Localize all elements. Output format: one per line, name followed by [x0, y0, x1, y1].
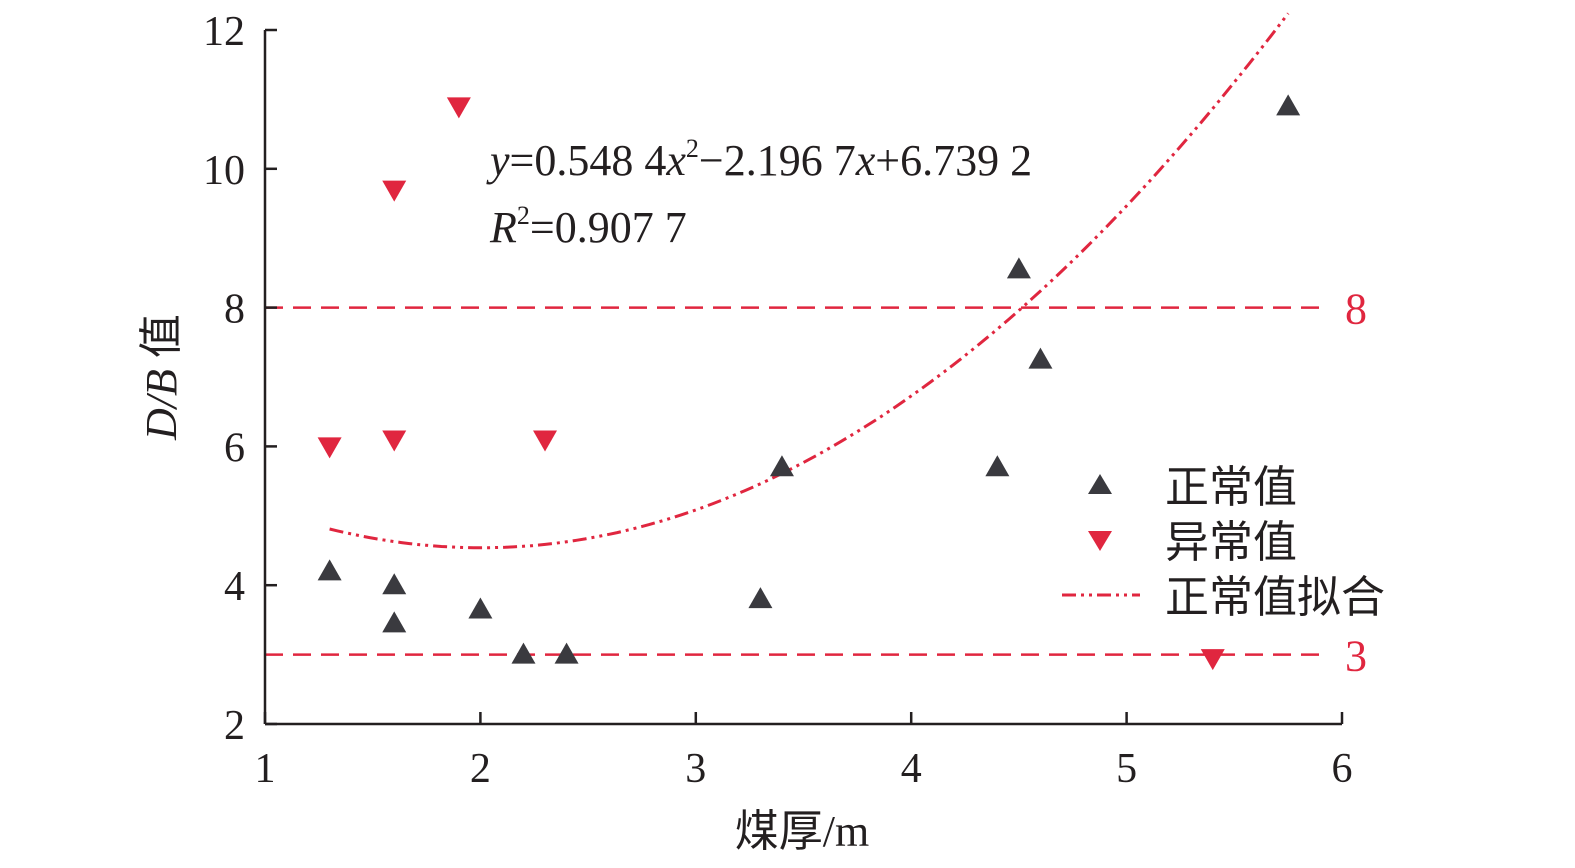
normal-point — [769, 455, 794, 477]
normal-point — [317, 559, 342, 581]
normal-point — [382, 573, 407, 595]
eq-part3: +6.739 2 — [875, 136, 1032, 185]
legend-label-abnormal: 异常值 — [1165, 518, 1297, 567]
normal-point — [382, 611, 407, 633]
eq-part1: =0.548 4 — [510, 136, 667, 185]
normal-point — [554, 642, 579, 664]
abnormal-point — [446, 97, 471, 119]
fit-curve — [329, 12, 1290, 550]
y-axis-title: D/B 值 — [137, 314, 186, 441]
legend-marker-abnormal — [1088, 531, 1112, 551]
y-tick-label: 6 — [224, 425, 245, 471]
abnormal-point — [1200, 649, 1225, 671]
x-tick-label: 6 — [1332, 746, 1353, 792]
x-tick-label: 2 — [470, 746, 491, 792]
normal-point — [1276, 94, 1301, 116]
normal-point — [1028, 347, 1053, 369]
x-axis-title: 煤厚/m — [735, 807, 869, 856]
abnormal-point — [382, 430, 407, 452]
x-tick-label: 3 — [685, 746, 706, 792]
reference-line-label: 3 — [1345, 632, 1367, 681]
y-tick-label: 4 — [224, 564, 245, 610]
normal-point — [1006, 257, 1031, 279]
normal-point — [985, 455, 1010, 477]
y-axis-title-italic: D/B — [137, 369, 186, 441]
eq-y: y — [486, 136, 510, 185]
y-tick-label: 8 — [224, 287, 245, 333]
legend-label-fit: 正常值拟合 — [1165, 573, 1385, 622]
eq-x1: x — [665, 136, 686, 185]
abnormal-point — [382, 180, 407, 202]
r-squared: R2=0.907 7 — [489, 201, 687, 252]
legend: 正常值 异常值 正常值拟合 — [1062, 463, 1385, 622]
reference-line-label: 8 — [1345, 285, 1367, 334]
x-tick-label: 1 — [255, 746, 276, 792]
abnormal-point — [533, 430, 558, 452]
fit-equation: y=0.548 4x2−2.196 7x+6.739 2 — [486, 134, 1032, 185]
r2-value: =0.907 7 — [530, 203, 687, 252]
eq-x2: x — [855, 136, 876, 185]
y-tick-label: 2 — [224, 703, 245, 749]
legend-marker-normal — [1088, 474, 1112, 494]
eq-sup: 2 — [686, 134, 699, 163]
normal-point — [511, 642, 536, 664]
normal-point — [748, 587, 773, 609]
y-tick-label: 12 — [203, 9, 245, 55]
x-ticks: 1 2 3 4 5 6 — [255, 712, 1353, 792]
x-tick-label: 5 — [1116, 746, 1137, 792]
points-layer — [317, 94, 1301, 671]
r2-sup: 2 — [517, 201, 530, 230]
reference-lines: 83 — [265, 285, 1367, 681]
y-ticks: 2 4 6 8 10 12 — [203, 9, 277, 749]
normal-point — [468, 597, 493, 619]
abnormal-point — [317, 437, 342, 459]
fit-layer — [329, 12, 1290, 550]
r2-R: R — [489, 203, 517, 252]
y-axis-title-suffix: 值 — [137, 314, 186, 369]
legend-label-normal: 正常值 — [1165, 463, 1297, 512]
eq-part2: −2.196 7 — [699, 136, 856, 185]
x-tick-label: 4 — [901, 746, 922, 792]
y-tick-label: 10 — [203, 148, 245, 194]
